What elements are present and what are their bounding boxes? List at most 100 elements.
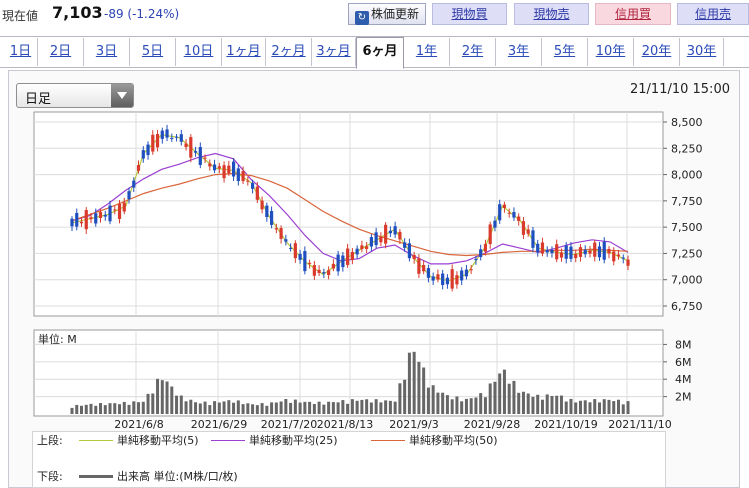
volume-bar — [80, 405, 84, 414]
tab-period-12[interactable]: 3年 — [496, 38, 542, 66]
chart-timestamp: 21/11/10 15:00 — [630, 82, 730, 97]
candle-down — [602, 241, 606, 260]
volume-bar — [113, 403, 117, 414]
volume-bar — [298, 402, 302, 414]
candle-down — [441, 273, 445, 286]
tab-period-9[interactable]: 6ヶ月 — [356, 37, 404, 69]
tab-period-15[interactable]: 20年 — [634, 38, 680, 66]
tab-period-14[interactable]: 10年 — [588, 38, 634, 66]
tab-period-11[interactable]: 2年 — [450, 38, 496, 66]
volume-bar — [493, 381, 497, 414]
volume-bar — [441, 392, 445, 414]
candle-up — [317, 269, 321, 273]
legend-ma25: 単純移動平均(25) — [205, 434, 338, 448]
volume-bar — [536, 394, 540, 414]
candle-down — [132, 180, 136, 188]
tab-period-8[interactable]: 3ヶ月 — [312, 38, 356, 66]
price-tick-label: 7,000 — [671, 274, 703, 287]
candle-up — [612, 251, 616, 262]
candle-up — [578, 247, 583, 257]
volume-bar — [502, 369, 506, 414]
candle-down — [545, 249, 549, 253]
candle-up — [360, 245, 364, 250]
candle-up — [279, 228, 283, 239]
candle-down — [388, 230, 392, 234]
tab-period-7[interactable]: 2ヶ月 — [266, 38, 312, 66]
volume-bar — [75, 404, 79, 414]
volume-bar — [308, 401, 312, 414]
margin-sell-button[interactable]: 信用売 — [677, 3, 749, 25]
legend-lower-row: 下段: 出来高 単位:(M株/口/枚) — [37, 470, 437, 484]
volume-bar — [564, 401, 568, 414]
tab-period-3[interactable]: 3日 — [84, 38, 130, 66]
volume-bar — [483, 397, 487, 414]
cash-buy-button[interactable]: 現物買 — [432, 3, 507, 25]
legend-ma25-text: 単純移動平均(25) — [249, 434, 338, 447]
volume-bar — [260, 403, 264, 414]
tab-period-16[interactable]: 30年 — [680, 38, 724, 66]
refresh-price-button[interactable]: ↻ 株価更新 — [348, 3, 426, 25]
candle-up — [208, 163, 212, 167]
tab-period-10[interactable]: 1年 — [404, 38, 450, 66]
candle-down — [75, 212, 79, 227]
candle-up — [260, 200, 264, 210]
candle-down — [431, 276, 435, 281]
volume-tick-label: 2M — [675, 391, 692, 404]
volume-bar — [593, 399, 597, 414]
legend-ma5: 単純移動平均(5) — [73, 434, 199, 448]
tab-period-13[interactable]: 5年 — [542, 38, 588, 66]
volume-bar — [384, 400, 388, 414]
candle-down — [70, 218, 74, 227]
volume-bar — [303, 401, 307, 414]
candle-down — [174, 136, 179, 138]
volume-bar — [517, 392, 521, 414]
volume-bar — [213, 401, 217, 414]
candle-up — [312, 265, 316, 276]
volume-bar — [612, 401, 616, 414]
volume-bar — [317, 401, 321, 414]
volume-bar — [374, 399, 378, 414]
current-price-label: 現在値 — [2, 9, 39, 23]
candle-up — [607, 248, 611, 254]
candle-down — [160, 130, 164, 139]
tab-period-1[interactable]: 1日 — [4, 38, 38, 66]
candle-up — [540, 242, 545, 254]
cash-sell-button[interactable]: 現物売 — [514, 3, 589, 25]
price-tick-label: 8,500 — [671, 116, 703, 129]
volume-bar — [251, 404, 255, 414]
volume-bar — [89, 403, 93, 414]
candle-up — [450, 269, 454, 289]
candle-down — [341, 255, 345, 268]
volume-bar — [103, 405, 107, 414]
candle-up — [384, 224, 388, 244]
refresh-label: 株価更新 — [370, 7, 419, 21]
margin-buy-button[interactable]: 信用買 — [595, 3, 671, 25]
price-plot-area — [33, 111, 664, 317]
candle-up — [151, 134, 155, 152]
tab-period-4[interactable]: 5日 — [130, 38, 176, 66]
candle-down — [288, 247, 293, 249]
chart-legend: 上段: 単純移動平均(5) 単純移動平均(25) 単純移動平均(50) 下段: … — [32, 431, 666, 488]
volume-bar — [203, 401, 207, 414]
volume-bar — [327, 401, 331, 414]
candle-down — [103, 214, 107, 217]
candle-up — [412, 254, 416, 259]
legend-volume-text: 出来高 単位:(M株/口/枚) — [117, 470, 238, 483]
volume-bar — [284, 399, 288, 414]
volume-bar — [127, 404, 131, 414]
candle-down — [445, 277, 450, 285]
candle-up — [436, 274, 440, 280]
volume-bar — [265, 405, 269, 414]
tab-period-6[interactable]: 1ヶ月 — [222, 38, 266, 66]
candle-up — [417, 258, 421, 274]
date-tick-label: 2021/9/28 — [464, 418, 520, 430]
interval-select[interactable]: 日足 — [16, 83, 134, 108]
candle-up — [502, 204, 507, 208]
price-tick-label: 8,250 — [671, 142, 703, 155]
tab-period-5[interactable]: 10日 — [176, 38, 222, 66]
volume-bar — [246, 403, 250, 414]
tab-period-2[interactable]: 2日 — [38, 38, 84, 66]
candle-up — [526, 229, 530, 234]
volume-bar — [184, 401, 188, 414]
candle-up — [469, 269, 473, 271]
